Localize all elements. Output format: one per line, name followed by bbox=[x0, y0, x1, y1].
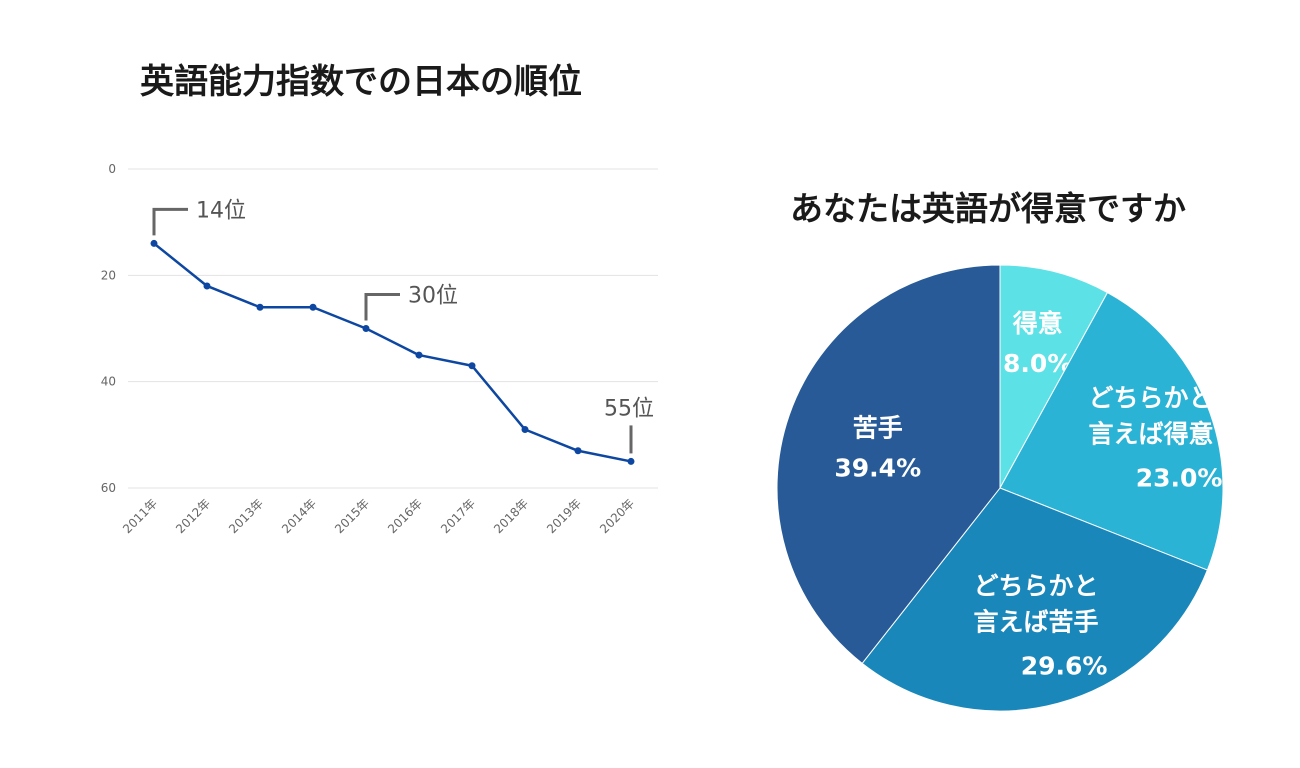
annotation-leader bbox=[364, 293, 400, 321]
pie-slice bbox=[861, 487, 1208, 712]
pie-slice-percent: 39.4% bbox=[834, 454, 921, 483]
y-tick-label: 60 bbox=[101, 481, 116, 495]
line-chart: 0 20 40 60 2011年 2012年 2013年 2014年 2015年 2016年 201… bbox=[101, 162, 658, 536]
pie-slice-label: 得意 bbox=[1012, 309, 1063, 338]
pie-slice-label: どちらかと bbox=[1089, 384, 1214, 413]
data-point bbox=[150, 239, 158, 247]
y-tick-label: 0 bbox=[108, 162, 116, 176]
annotation-label: 14位 bbox=[196, 198, 246, 223]
pie-slice-label: 苦手 bbox=[853, 414, 903, 443]
data-point bbox=[309, 303, 317, 311]
pie-slice-label: 言えば苦手 bbox=[974, 607, 1099, 636]
x-tick-label: 2015年 bbox=[332, 496, 372, 536]
pie-slice-label: どちらかと bbox=[974, 571, 1099, 600]
annotation-label: 30位 bbox=[408, 284, 458, 309]
pie-slice-percent: 8.0% bbox=[1003, 349, 1072, 378]
data-point bbox=[468, 362, 476, 370]
data-point bbox=[203, 282, 211, 290]
line-chart-title: 英語能力指数での日本の順位 bbox=[140, 62, 582, 102]
pie-slice-label: 言えば得意 bbox=[1089, 420, 1214, 449]
y-tick-label: 20 bbox=[101, 268, 116, 282]
y-tick-label: 40 bbox=[101, 375, 116, 389]
data-point bbox=[521, 426, 529, 434]
pie-slice-percent: 23.0% bbox=[1136, 464, 1223, 493]
pie-slice bbox=[999, 291, 1224, 571]
x-tick-label: 2012年 bbox=[173, 496, 213, 536]
x-tick-label: 2013年 bbox=[226, 496, 266, 536]
data-point bbox=[627, 457, 635, 465]
pie-slice bbox=[776, 264, 1001, 665]
x-tick-label: 2018年 bbox=[491, 496, 531, 536]
data-point bbox=[574, 447, 582, 455]
pie-chart-title: あなたは英語が得意ですか bbox=[790, 189, 1186, 228]
data-point bbox=[362, 325, 370, 332]
series-line bbox=[153, 242, 632, 463]
x-tick-label: 2014年 bbox=[279, 496, 319, 536]
x-tick-label: 2016年 bbox=[385, 496, 425, 536]
pie-slice bbox=[999, 264, 1109, 489]
data-point bbox=[415, 351, 423, 359]
x-tick-label: 2017年 bbox=[438, 496, 478, 536]
pie-slice-percent: 29.6% bbox=[1021, 651, 1108, 680]
x-tick-label: 2020年 bbox=[597, 496, 637, 536]
annotation-leader bbox=[152, 207, 188, 236]
data-point bbox=[256, 303, 264, 311]
annotation-label: 55位 bbox=[604, 396, 654, 421]
x-tick-label: 2019年 bbox=[544, 496, 584, 536]
x-tick-label: 2011年 bbox=[120, 496, 160, 536]
